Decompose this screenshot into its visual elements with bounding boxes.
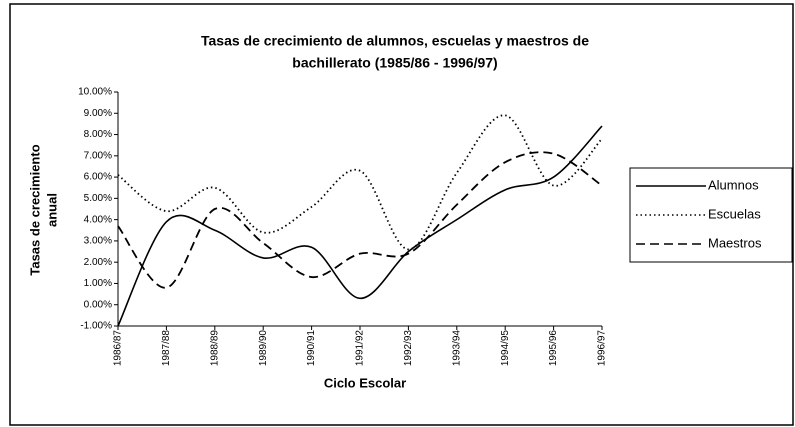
chart-title: Tasas de crecimiento de alumnos, escuela… (201, 33, 589, 49)
chart-frame (9, 3, 794, 426)
y-axis-label: Tasas de crecimiento (27, 144, 42, 275)
y-tick-label: 5.00% (84, 193, 112, 204)
x-tick-label: 1986/87 (113, 330, 124, 367)
y-tick-label: 9.00% (84, 108, 112, 119)
series-line (117, 151, 603, 289)
y-tick-label: 6.00% (84, 172, 112, 183)
y-tick-label: 1.00% (84, 278, 112, 289)
x-axis-label: Ciclo Escolar (324, 375, 406, 390)
x-tick-label: 1996/97 (597, 330, 608, 367)
x-tick-label: 1989/90 (258, 330, 269, 367)
x-tick-label: 1988/89 (209, 330, 220, 367)
y-tick-label: 8.00% (84, 129, 112, 140)
y-tick-label: 4.00% (84, 214, 112, 225)
legend-box (629, 167, 793, 263)
x-tick-label: 1987/88 (161, 330, 172, 367)
series-line (117, 114, 603, 251)
x-tick-label: 1993/94 (451, 330, 462, 367)
x-tick-label: 1994/95 (500, 330, 511, 367)
x-tick-label: 1991/92 (355, 330, 366, 367)
y-tick-label: -1.00% (80, 321, 112, 332)
y-tick-label: 0.00% (84, 299, 112, 310)
x-tick-label: 1995/96 (548, 330, 559, 367)
legend-label: Escuelas (708, 206, 761, 221)
y-tick-label: 10.00% (78, 87, 112, 98)
y-tick-label: 3.00% (84, 236, 112, 247)
y-tick-label: 2.00% (84, 257, 112, 268)
legend-label: Maestros (708, 235, 762, 250)
x-tick-label: 1992/93 (403, 330, 414, 367)
x-tick-label: 1990/91 (306, 330, 317, 367)
chart-title: bachillerato (1985/86 - 1996/97) (292, 55, 497, 71)
legend-label: Alumnos (708, 177, 759, 192)
series-line (117, 125, 603, 327)
y-tick-label: 7.00% (84, 150, 112, 161)
y-axis-label: anual (44, 193, 59, 227)
